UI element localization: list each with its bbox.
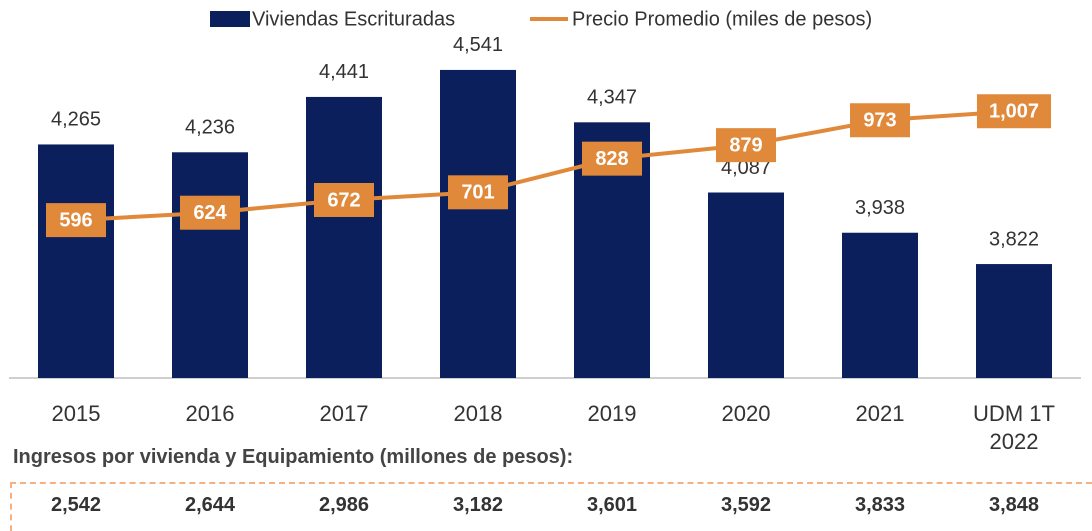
chart: Viviendas Escrituradas Precio Promedio (m…: [9, 8, 1081, 379]
table-box: [10, 482, 1092, 531]
value-label-box: [582, 141, 642, 176]
value-label-box: [448, 175, 508, 210]
table-cell: 3,848: [988, 494, 1040, 516]
bar: [708, 192, 784, 378]
legend-label: Precio Promedio (miles de pesos): [572, 8, 872, 30]
table-cell: 3,592: [720, 494, 772, 516]
x-tick-label: 2015: [51, 401, 101, 426]
bar-value-label: 3,822: [989, 228, 1039, 250]
table-cell: 3,182: [452, 494, 504, 516]
table-cell: 2,542: [50, 494, 102, 516]
value-label-box: [976, 94, 1052, 129]
bar-value-label: 4,236: [185, 117, 235, 139]
x-tick-label: UDM 1T 2022: [973, 401, 1055, 454]
bar: [306, 96, 382, 379]
legend-swatch: [210, 11, 250, 27]
line-value-label: 828: [595, 148, 628, 170]
bar: [38, 144, 114, 378]
bar: [172, 152, 248, 378]
x-tick-label: 2018: [453, 401, 503, 426]
value-label-box: [850, 103, 910, 138]
x-tick-label: 2021: [855, 401, 905, 426]
bar-value-label: 4,087: [721, 157, 771, 179]
bar: [842, 232, 918, 378]
table-cell: 3,833: [854, 494, 906, 516]
table-cell: 2,986: [318, 494, 370, 516]
x-tick-label: 2016: [185, 401, 235, 426]
bar: [976, 264, 1052, 378]
value-label-box: [46, 203, 106, 238]
bar-value-label: 4,265: [51, 109, 101, 131]
x-tick-label: 2017: [319, 401, 369, 426]
line-value-label: 596: [59, 209, 92, 231]
table-cell: 3,601: [586, 494, 638, 516]
bar-value-label: 3,938: [855, 197, 905, 219]
value-label-box: [716, 128, 776, 163]
line-value-label: 879: [729, 134, 762, 156]
x-tick-label: 2020: [721, 401, 771, 426]
bar-value-label: 4,347: [587, 87, 637, 109]
value-label-box: [314, 182, 374, 217]
bar: [440, 69, 516, 379]
x-tick-label: 2019: [587, 401, 637, 426]
bar-value-label: 4,541: [453, 34, 503, 56]
value-label-box: [180, 195, 240, 230]
table-cell: 2,644: [184, 494, 236, 516]
bar-value-label: 4,441: [319, 61, 369, 83]
line-value-label: 624: [193, 202, 227, 224]
legend-label: Viviendas Escrituradas: [252, 8, 455, 30]
line-value-label: 701: [461, 182, 494, 204]
line-value-label: 973: [863, 110, 896, 132]
line-value-label: 672: [327, 189, 360, 211]
table-title: Ingresos por vivienda y Equipamiento (mi…: [13, 446, 574, 468]
line-value-label: 1,007: [989, 101, 1039, 123]
